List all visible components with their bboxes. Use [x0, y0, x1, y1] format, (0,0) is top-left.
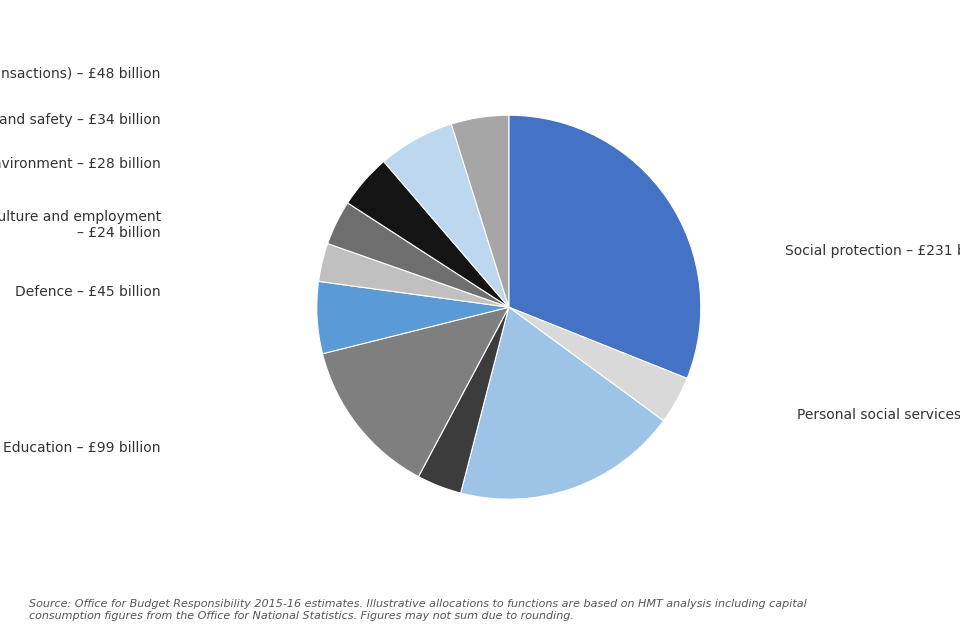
Text: Public order and safety – £34 billion: Public order and safety – £34 billion: [0, 113, 161, 127]
Wedge shape: [451, 115, 509, 307]
Wedge shape: [323, 307, 509, 477]
Text: Defence – £45 billion: Defence – £45 billion: [15, 285, 161, 299]
Wedge shape: [327, 203, 509, 307]
Wedge shape: [319, 244, 509, 307]
Wedge shape: [419, 307, 509, 493]
Text: Housing and environment – £28 billion: Housing and environment – £28 billion: [0, 157, 161, 171]
Text: Other (including EU transactions) – £48 billion: Other (including EU transactions) – £48 …: [0, 67, 161, 81]
Wedge shape: [509, 307, 687, 421]
Wedge shape: [509, 115, 701, 378]
Wedge shape: [384, 124, 509, 307]
Wedge shape: [348, 161, 509, 307]
Wedge shape: [317, 282, 509, 354]
Text: Education – £99 billion: Education – £99 billion: [3, 441, 161, 455]
Text: Source: Office for Budget Responsibility 2015-16 estimates. Illustrative allocat: Source: Office for Budget Responsibility…: [29, 599, 806, 621]
Text: Personal social services – £30 billion: Personal social services – £30 billion: [797, 408, 960, 422]
Text: Industry, agriculture and employment
– £24 billion: Industry, agriculture and employment – £…: [0, 210, 161, 241]
Text: Social protection – £231 billion: Social protection – £231 billion: [784, 244, 960, 258]
Wedge shape: [461, 307, 663, 499]
